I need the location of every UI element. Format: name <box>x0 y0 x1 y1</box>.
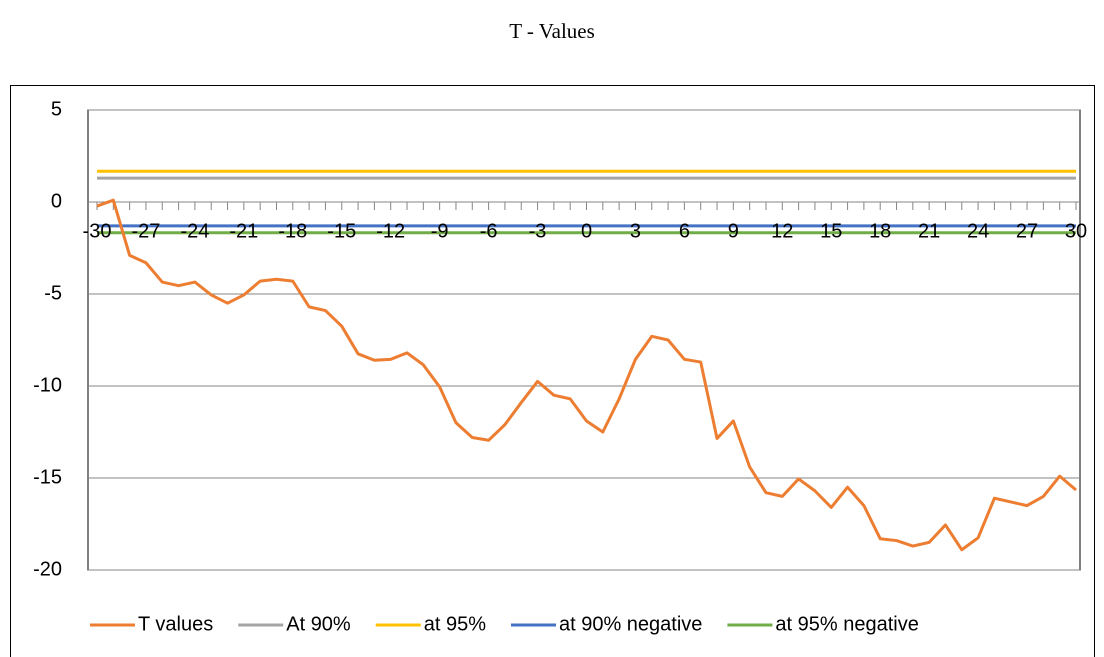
x-tick-label: -18 <box>278 220 307 242</box>
x-tick-label: 21 <box>918 220 940 242</box>
x-tick-label: 18 <box>869 220 891 242</box>
x-tick-label: 9 <box>728 220 739 242</box>
y-tick-label: -10 <box>33 374 62 396</box>
x-tick-label: 27 <box>1016 220 1038 242</box>
chart-title: T - Values <box>509 19 595 43</box>
series-line <box>96 198 1077 552</box>
legend-label: T values <box>138 613 213 635</box>
x-tick-label: 30 <box>1065 220 1087 242</box>
chart-frame <box>10 85 1095 657</box>
x-tick-label: -30 <box>83 220 112 242</box>
x-tick-label: -21 <box>229 220 258 242</box>
x-tick-label: -27 <box>131 220 160 242</box>
legend-label: At 90% <box>286 613 351 635</box>
x-tick-label: -3 <box>529 220 547 242</box>
y-tick-label: -5 <box>44 282 62 304</box>
x-tick-label: 15 <box>820 220 842 242</box>
y-tick-label: 0 <box>51 190 62 212</box>
x-tick-label: 12 <box>771 220 793 242</box>
x-tick-label: -12 <box>376 220 405 242</box>
y-tick-label: 5 <box>51 98 62 120</box>
x-tick-label: 6 <box>679 220 690 242</box>
x-tick-label: -6 <box>480 220 498 242</box>
x-tick-label: 24 <box>967 220 989 242</box>
legend-label: at 95% <box>424 613 486 635</box>
x-tick-label: 0 <box>581 220 592 242</box>
y-tick-label: -15 <box>33 466 62 488</box>
legend-label: at 90% negative <box>559 613 702 635</box>
legend-label: at 95% negative <box>775 613 918 635</box>
x-tick-label: 3 <box>630 220 641 242</box>
x-tick-label: -24 <box>180 220 209 242</box>
x-tick-label: -15 <box>327 220 356 242</box>
y-tick-label: -20 <box>33 558 62 580</box>
x-tick-label: -9 <box>431 220 449 242</box>
